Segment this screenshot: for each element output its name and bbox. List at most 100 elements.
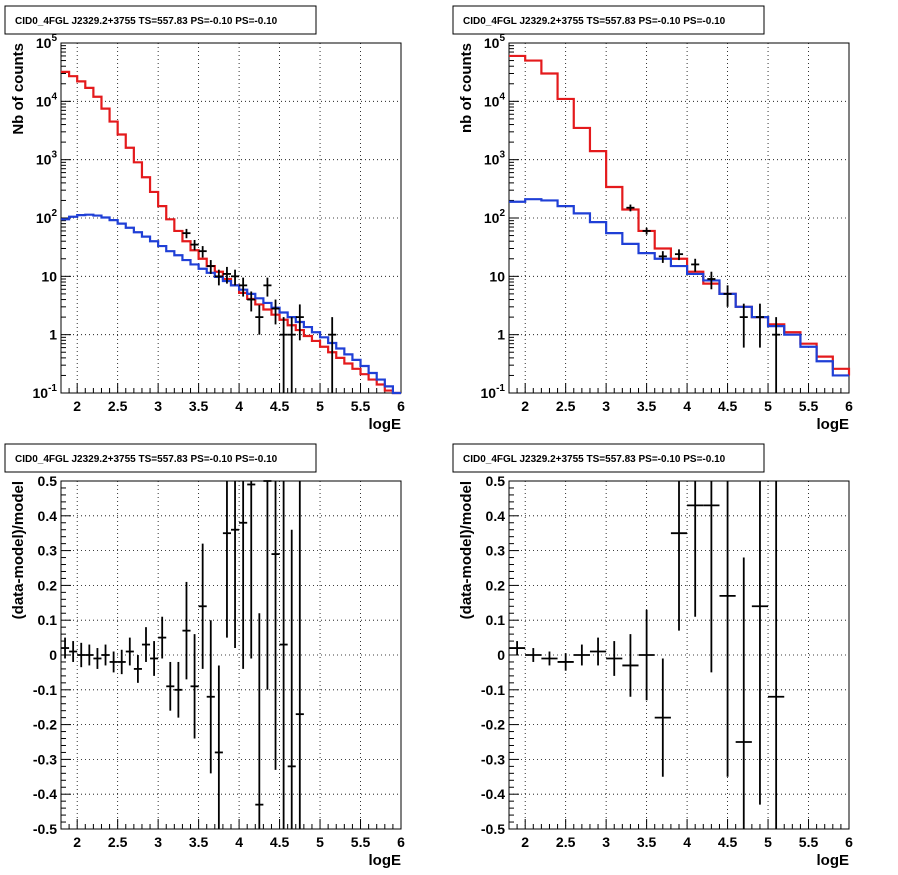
- data-point: [222, 266, 231, 284]
- data-point: [654, 658, 671, 777]
- data-point: [271, 299, 280, 325]
- data-point: [658, 251, 667, 263]
- y-tick-label: 0.5: [486, 473, 506, 489]
- y-tick-label: 103: [36, 150, 58, 168]
- x-tick-label: 2.5: [556, 398, 576, 414]
- exponent: -1: [48, 383, 57, 394]
- chart-panel-3: CID0_4FGL J2329.2+3755 TS=557.83 PS=-0.1…: [4, 443, 405, 869]
- y-tick-label: 104: [484, 91, 506, 109]
- x-tick-label: 2: [521, 398, 529, 414]
- exponent: 3: [499, 150, 505, 161]
- data-point: [670, 481, 688, 631]
- y-tick-label: -0.1: [481, 682, 505, 698]
- chart-title-box: [452, 443, 765, 473]
- y-tick-label: -0.2: [481, 717, 505, 733]
- x-tick-label: 3: [154, 834, 162, 850]
- x-axis-title: logE: [369, 416, 402, 433]
- x-tick-label: 3.5: [189, 398, 209, 414]
- y-tick-label: 0: [49, 647, 57, 663]
- x-tick-label: 4: [683, 398, 691, 414]
- data-point: [206, 620, 215, 774]
- y-tick-label: 105: [484, 33, 506, 51]
- x-tick-label: 2.5: [556, 834, 576, 850]
- y-axis-title: (data-model)/model: [458, 481, 475, 619]
- data-point: [214, 665, 223, 829]
- data-point: [239, 277, 248, 297]
- exponent: 3: [51, 150, 57, 161]
- y-axis-title: Nb of counts: [10, 43, 27, 135]
- data-point: [190, 634, 199, 739]
- y-tick-label: 0.5: [38, 473, 58, 489]
- x-tick-label: 5.5: [799, 834, 819, 850]
- x-tick-label: 3.5: [637, 398, 657, 414]
- chart-panel-4: CID0_4FGL J2329.2+3755 TS=557.83 PS=-0.1…: [452, 443, 853, 869]
- data-point: [557, 653, 574, 671]
- x-tick-label: 2: [73, 398, 81, 414]
- data-point: [723, 285, 732, 307]
- data-point: [150, 641, 159, 676]
- y-tick-label: -0.1: [33, 682, 57, 698]
- data-point: [174, 661, 183, 718]
- y-tick-label: -0.3: [481, 751, 505, 767]
- x-tick-label: 6: [845, 398, 853, 414]
- data-point: [231, 269, 240, 286]
- data-point: [255, 613, 264, 829]
- data-point: [198, 543, 207, 669]
- x-axis-title: logE: [369, 852, 402, 869]
- y-tick-label: 105: [36, 33, 58, 51]
- y-tick-label: -0.5: [33, 821, 57, 837]
- y-tick-label: 10-1: [33, 383, 58, 401]
- y-tick-label: 0.2: [486, 577, 506, 593]
- data-point: [735, 557, 752, 829]
- data-point: [263, 480, 272, 690]
- x-tick-label: 2: [521, 834, 529, 850]
- x-axis-title: logE: [817, 416, 850, 433]
- chart-title-box: [452, 5, 765, 35]
- data-point: [61, 637, 70, 659]
- x-tick-label: 5.5: [799, 398, 819, 414]
- data-point: [674, 249, 684, 261]
- y-tick-label: 1: [49, 327, 57, 343]
- data-point: [166, 661, 175, 711]
- series-step-2: [509, 198, 849, 377]
- x-tick-label: 5: [764, 398, 772, 414]
- data-point: [133, 655, 142, 683]
- chart-title: CID0_4FGL J2329.2+3755 TS=557.83 PS=-0.1…: [463, 16, 726, 27]
- y-tick-label: -0.5: [481, 821, 505, 837]
- data-point: [198, 246, 207, 258]
- data-point: [295, 304, 304, 341]
- y-tick-label: 10-1: [481, 383, 506, 401]
- data-point: [287, 529, 296, 829]
- x-tick-label: 2.5: [108, 834, 128, 850]
- y-tick-label: 0.4: [38, 508, 58, 524]
- y-tick-label: -0.3: [33, 751, 57, 767]
- data-point: [125, 637, 134, 666]
- x-tick-label: 4.5: [718, 398, 738, 414]
- chart-title: CID0_4FGL J2329.2+3755 TS=557.83 PS=-0.1…: [15, 16, 278, 27]
- chart-title-box: [4, 443, 317, 473]
- y-tick-label: 0.4: [486, 508, 506, 524]
- data-point: [755, 303, 764, 348]
- y-tick-label: 10: [41, 268, 57, 284]
- data-point: [751, 481, 769, 805]
- y-tick-label: 0.1: [486, 612, 506, 628]
- data-point: [691, 258, 700, 272]
- x-tick-label: 4: [235, 834, 243, 850]
- data-point: [117, 649, 126, 675]
- data-point: [589, 637, 607, 666]
- data-point: [206, 260, 215, 274]
- data-point: [77, 642, 86, 668]
- exponent: 4: [499, 91, 505, 102]
- data-point: [239, 481, 248, 669]
- y-tick-label: 104: [36, 91, 58, 109]
- data-point: [69, 641, 78, 662]
- y-tick-label: -0.4: [481, 786, 505, 802]
- x-tick-label: 2: [73, 834, 81, 850]
- x-tick-label: 5: [316, 834, 324, 850]
- data-point: [279, 481, 288, 829]
- data-point: [642, 227, 651, 235]
- data-point: [328, 317, 337, 393]
- x-tick-label: 3.5: [637, 834, 657, 850]
- data-point: [287, 317, 296, 393]
